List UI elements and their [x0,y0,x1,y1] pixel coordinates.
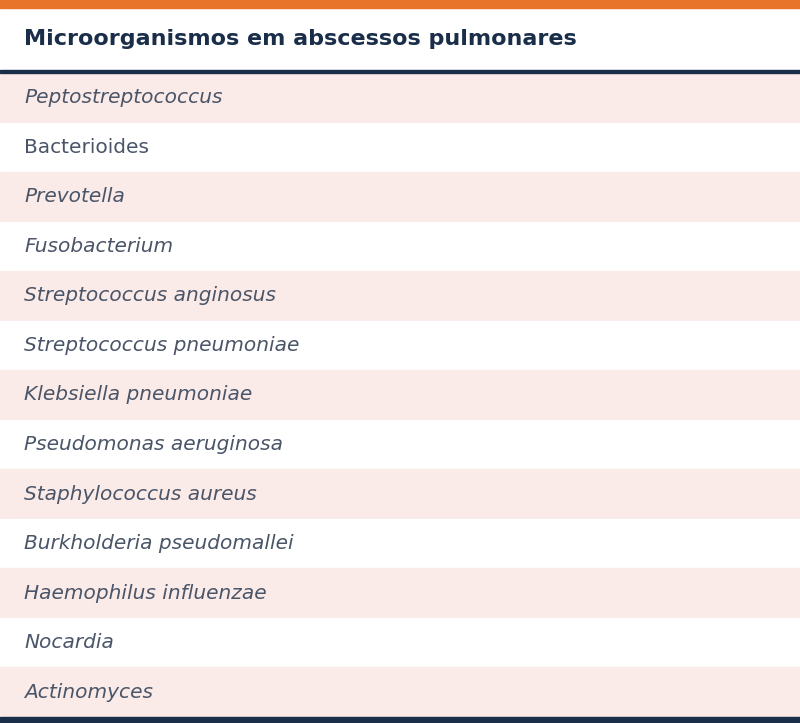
Bar [0,321,800,370]
Text: Staphylococcus aureus: Staphylococcus aureus [24,484,257,504]
Bar [0,717,800,723]
Bar [0,70,800,73]
Bar [0,469,800,519]
Bar [0,122,800,172]
Text: Streptococcus anginosus: Streptococcus anginosus [24,286,276,305]
Text: Bacterioides: Bacterioides [24,138,149,157]
Text: Burkholderia pseudomallei: Burkholderia pseudomallei [24,534,294,553]
Text: Microorganismos em abscessos pulmonares: Microorganismos em abscessos pulmonares [24,29,577,49]
Text: Haemophilus influenzae: Haemophilus influenzae [24,583,266,603]
Text: Fusobacterium: Fusobacterium [24,237,173,256]
Bar [0,0,800,8]
Bar [0,667,800,717]
Text: Klebsiella pneumoniae: Klebsiella pneumoniae [24,385,252,404]
Text: Prevotella: Prevotella [24,187,125,206]
Bar [0,519,800,568]
Bar [0,8,800,70]
Text: Peptostreptococcus: Peptostreptococcus [24,88,222,107]
Bar [0,420,800,469]
Bar [0,568,800,618]
Text: Nocardia: Nocardia [24,633,114,652]
Bar [0,370,800,420]
Text: Pseudomonas aeruginosa: Pseudomonas aeruginosa [24,435,283,454]
Bar [0,73,800,122]
Bar [0,618,800,667]
Text: Actinomyces: Actinomyces [24,683,153,702]
Bar [0,172,800,222]
Text: Streptococcus pneumoniae: Streptococcus pneumoniae [24,336,299,355]
Bar [0,271,800,321]
Bar [0,222,800,271]
